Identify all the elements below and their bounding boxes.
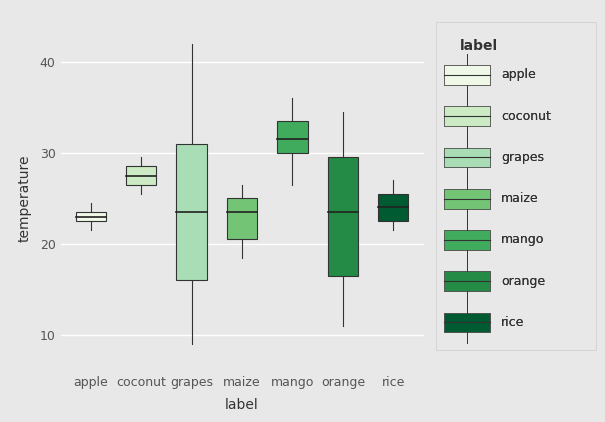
- Bar: [76, 212, 106, 221]
- Text: label: label: [460, 39, 499, 53]
- Bar: [328, 157, 358, 276]
- Bar: [378, 194, 408, 221]
- Text: grapes: grapes: [501, 151, 544, 164]
- X-axis label: label: label: [225, 398, 259, 411]
- FancyBboxPatch shape: [443, 65, 489, 85]
- Text: coconut: coconut: [501, 110, 551, 123]
- Text: orange: orange: [501, 275, 545, 288]
- FancyBboxPatch shape: [443, 106, 489, 126]
- FancyBboxPatch shape: [443, 189, 489, 208]
- Text: mango: mango: [501, 233, 544, 246]
- FancyBboxPatch shape: [443, 189, 489, 208]
- Text: apple: apple: [501, 68, 535, 81]
- Text: maize: maize: [501, 192, 538, 205]
- Text: coconut: coconut: [501, 110, 551, 123]
- Bar: [227, 198, 257, 239]
- FancyBboxPatch shape: [443, 148, 489, 167]
- Bar: [126, 166, 156, 185]
- FancyBboxPatch shape: [443, 230, 489, 250]
- FancyBboxPatch shape: [443, 271, 489, 291]
- Text: orange: orange: [501, 275, 545, 288]
- Text: apple: apple: [501, 68, 535, 81]
- Text: maize: maize: [501, 192, 538, 205]
- Bar: [177, 144, 207, 280]
- FancyBboxPatch shape: [443, 230, 489, 250]
- Y-axis label: temperature: temperature: [18, 154, 31, 242]
- FancyBboxPatch shape: [443, 148, 489, 167]
- Text: rice: rice: [501, 316, 525, 329]
- FancyBboxPatch shape: [436, 22, 596, 350]
- Text: rice: rice: [501, 316, 525, 329]
- FancyBboxPatch shape: [443, 313, 489, 332]
- FancyBboxPatch shape: [443, 271, 489, 291]
- Text: grapes: grapes: [501, 151, 544, 164]
- FancyBboxPatch shape: [443, 65, 489, 85]
- FancyBboxPatch shape: [443, 313, 489, 332]
- Text: mango: mango: [501, 233, 544, 246]
- FancyBboxPatch shape: [443, 106, 489, 126]
- Bar: [277, 121, 307, 153]
